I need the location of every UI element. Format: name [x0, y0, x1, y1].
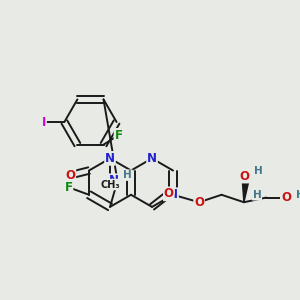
Text: N: N [105, 152, 115, 165]
Text: CH₃: CH₃ [100, 179, 120, 190]
Text: H: H [296, 190, 300, 200]
Text: H: H [123, 170, 132, 180]
Text: O: O [164, 187, 174, 200]
Text: O: O [65, 169, 75, 182]
Polygon shape [242, 178, 250, 202]
Text: H: H [254, 166, 263, 176]
Text: N: N [168, 188, 178, 201]
Text: N: N [109, 174, 119, 187]
Text: H: H [253, 190, 261, 200]
Text: F: F [115, 129, 122, 142]
Text: O: O [282, 191, 292, 204]
Text: I: I [42, 116, 46, 128]
Text: O: O [194, 196, 204, 209]
Text: O: O [240, 169, 250, 183]
Text: N: N [147, 152, 157, 165]
Text: F: F [64, 181, 73, 194]
